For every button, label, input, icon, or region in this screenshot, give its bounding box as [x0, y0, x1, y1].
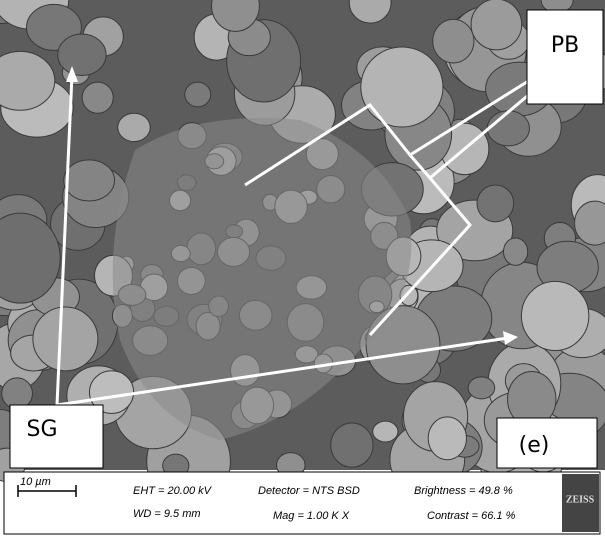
particle: [33, 307, 98, 371]
particle: [58, 34, 106, 76]
contrast: Contrast = 66.1 %: [427, 510, 516, 522]
eht: EHT = 20.00 kV: [133, 485, 213, 497]
particle: [185, 82, 211, 107]
particle: [487, 111, 529, 146]
info-bar: [4, 472, 600, 534]
particle: [82, 82, 113, 113]
particle: [468, 377, 495, 399]
logo: ZEISS: [566, 494, 595, 505]
particle: [373, 421, 398, 442]
mag: Mag = 1.00 K X: [273, 510, 350, 522]
particle: [331, 423, 373, 467]
particle: [64, 160, 115, 201]
label-pb: PB: [551, 33, 579, 58]
sem-image: PB SG (e) 10 µm EHT = 20.00 kV WD = 9.5 …: [0, 0, 605, 536]
particle: [433, 19, 474, 63]
label-panel: (e): [519, 433, 550, 458]
page: {"labels": {"pb": "PB", "sg": "SG", "pan…: [0, 0, 605, 541]
particle: [521, 281, 588, 350]
particle: [361, 47, 443, 127]
brightness: Brightness = 49.8 %: [414, 485, 513, 497]
particle: [2, 378, 33, 409]
wd: WD = 9.5 mm: [133, 508, 201, 520]
scale-label: 10 µm: [20, 476, 51, 488]
particle: [503, 238, 527, 265]
label-sg: SG: [26, 417, 57, 442]
particle: [471, 0, 522, 50]
detector: Detector = NTS BSD: [258, 485, 360, 497]
particle: [428, 417, 466, 460]
particle: [477, 185, 514, 222]
particle: [118, 113, 150, 141]
